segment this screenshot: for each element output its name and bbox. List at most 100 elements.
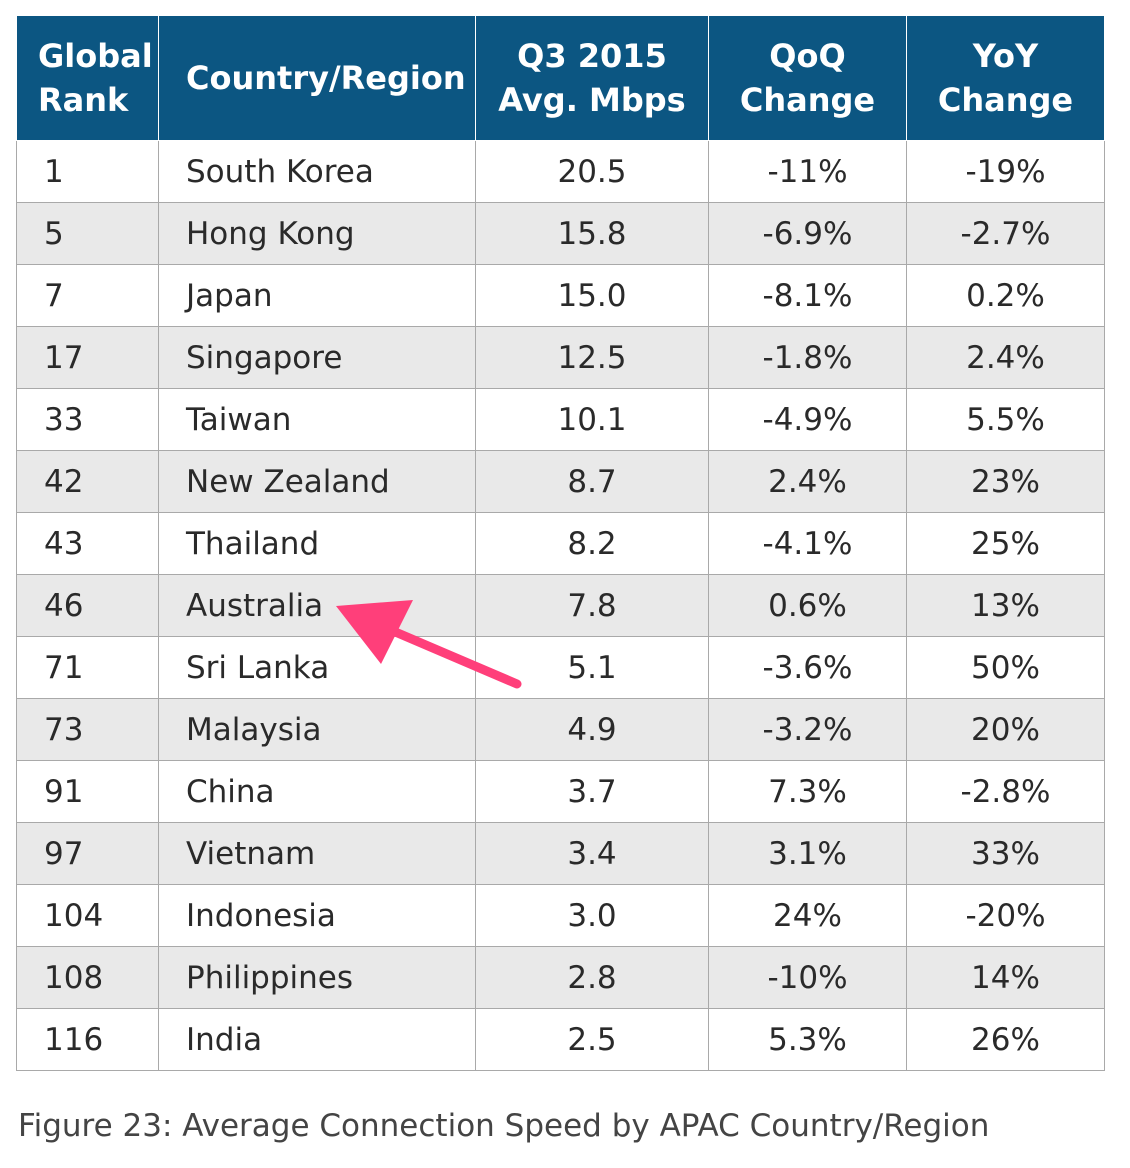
cell-rank: 104 (17, 885, 159, 947)
header-line: Rank (38, 78, 158, 122)
cell-avg-mbps: 10.1 (476, 389, 709, 451)
cell-rank: 33 (17, 389, 159, 451)
cell-yoy-change: 14% (907, 947, 1105, 1009)
cell-yoy-change: 0.2% (907, 265, 1105, 327)
table-row: 33 Taiwan 10.1 -4.9% 5.5% (17, 389, 1105, 451)
table-row: 46 Australia 7.8 0.6% 13% (17, 575, 1105, 637)
header-line: Change (709, 78, 906, 122)
cell-avg-mbps: 2.8 (476, 947, 709, 1009)
table-row: 91 China 3.7 7.3% -2.8% (17, 761, 1105, 823)
header-line: YoY (907, 34, 1104, 78)
cell-qoq-change: -4.9% (709, 389, 907, 451)
cell-rank: 71 (17, 637, 159, 699)
cell-qoq-change: -3.6% (709, 637, 907, 699)
cell-rank: 42 (17, 451, 159, 513)
header-line: Country/Region (186, 56, 475, 100)
cell-rank: 5 (17, 203, 159, 265)
cell-yoy-change: -2.7% (907, 203, 1105, 265)
cell-qoq-change: 7.3% (709, 761, 907, 823)
cell-rank: 73 (17, 699, 159, 761)
cell-rank: 43 (17, 513, 159, 575)
cell-yoy-change: 50% (907, 637, 1105, 699)
cell-country: Sri Lanka (159, 637, 476, 699)
cell-yoy-change: -20% (907, 885, 1105, 947)
cell-qoq-change: -8.1% (709, 265, 907, 327)
cell-avg-mbps: 7.8 (476, 575, 709, 637)
cell-yoy-change: 5.5% (907, 389, 1105, 451)
table-row: 42 New Zealand 8.7 2.4% 23% (17, 451, 1105, 513)
cell-country: Indonesia (159, 885, 476, 947)
cell-rank: 91 (17, 761, 159, 823)
table-row: 5 Hong Kong 15.8 -6.9% -2.7% (17, 203, 1105, 265)
cell-country: New Zealand (159, 451, 476, 513)
cell-qoq-change: -4.1% (709, 513, 907, 575)
cell-rank: 17 (17, 327, 159, 389)
table-row: 1 South Korea 20.5 -11% -19% (17, 141, 1105, 203)
table-row: 71 Sri Lanka 5.1 -3.6% 50% (17, 637, 1105, 699)
cell-qoq-change: -6.9% (709, 203, 907, 265)
cell-qoq-change: -1.8% (709, 327, 907, 389)
cell-avg-mbps: 2.5 (476, 1009, 709, 1071)
cell-avg-mbps: 4.9 (476, 699, 709, 761)
table-row: 7 Japan 15.0 -8.1% 0.2% (17, 265, 1105, 327)
cell-avg-mbps: 12.5 (476, 327, 709, 389)
cell-country: Malaysia (159, 699, 476, 761)
cell-rank: 46 (17, 575, 159, 637)
cell-avg-mbps: 8.2 (476, 513, 709, 575)
cell-qoq-change: -11% (709, 141, 907, 203)
cell-country: China (159, 761, 476, 823)
cell-avg-mbps: 8.7 (476, 451, 709, 513)
cell-yoy-change: 33% (907, 823, 1105, 885)
cell-avg-mbps: 15.8 (476, 203, 709, 265)
cell-rank: 116 (17, 1009, 159, 1071)
table-row: 97 Vietnam 3.4 3.1% 33% (17, 823, 1105, 885)
cell-country: Hong Kong (159, 203, 476, 265)
speed-table: Global Rank Country/Region Q3 2015 Avg. … (16, 15, 1105, 1071)
cell-avg-mbps: 20.5 (476, 141, 709, 203)
table-row: 104 Indonesia 3.0 24% -20% (17, 885, 1105, 947)
cell-country: South Korea (159, 141, 476, 203)
cell-avg-mbps: 3.0 (476, 885, 709, 947)
cell-yoy-change: 20% (907, 699, 1105, 761)
cell-rank: 7 (17, 265, 159, 327)
cell-yoy-change: 2.4% (907, 327, 1105, 389)
cell-country: Philippines (159, 947, 476, 1009)
cell-country: Thailand (159, 513, 476, 575)
header-line: Change (907, 78, 1104, 122)
cell-qoq-change: 3.1% (709, 823, 907, 885)
table-row: 73 Malaysia 4.9 -3.2% 20% (17, 699, 1105, 761)
cell-avg-mbps: 3.7 (476, 761, 709, 823)
cell-qoq-change: -10% (709, 947, 907, 1009)
cell-qoq-change: 2.4% (709, 451, 907, 513)
cell-country: Japan (159, 265, 476, 327)
table-body: 1 South Korea 20.5 -11% -19% 5 Hong Kong 15.8 -6… (17, 141, 1105, 1071)
table-row: 43 Thailand 8.2 -4.1% 25% (17, 513, 1105, 575)
cell-yoy-change: -19% (907, 141, 1105, 203)
table-header-row: Global Rank Country/Region Q3 2015 Avg. … (17, 16, 1105, 141)
cell-qoq-change: 0.6% (709, 575, 907, 637)
header-line: Q3 2015 (476, 34, 708, 78)
cell-yoy-change: 26% (907, 1009, 1105, 1071)
cell-country: Australia (159, 575, 476, 637)
header-qoq-change: QoQ Change (709, 16, 907, 141)
cell-yoy-change: 25% (907, 513, 1105, 575)
cell-country: Vietnam (159, 823, 476, 885)
cell-avg-mbps: 3.4 (476, 823, 709, 885)
header-country-region: Country/Region (159, 16, 476, 141)
cell-rank: 108 (17, 947, 159, 1009)
cell-yoy-change: 13% (907, 575, 1105, 637)
cell-qoq-change: -3.2% (709, 699, 907, 761)
header-line: Avg. Mbps (476, 78, 708, 122)
header-global-rank: Global Rank (17, 16, 159, 141)
header-line: QoQ (709, 34, 906, 78)
cell-qoq-change: 24% (709, 885, 907, 947)
cell-rank: 97 (17, 823, 159, 885)
table-row: 108 Philippines 2.8 -10% 14% (17, 947, 1105, 1009)
cell-qoq-change: 5.3% (709, 1009, 907, 1071)
cell-yoy-change: -2.8% (907, 761, 1105, 823)
header-avg-mbps: Q3 2015 Avg. Mbps (476, 16, 709, 141)
table-row: 17 Singapore 12.5 -1.8% 2.4% (17, 327, 1105, 389)
cell-country: India (159, 1009, 476, 1071)
cell-rank: 1 (17, 141, 159, 203)
cell-avg-mbps: 15.0 (476, 265, 709, 327)
